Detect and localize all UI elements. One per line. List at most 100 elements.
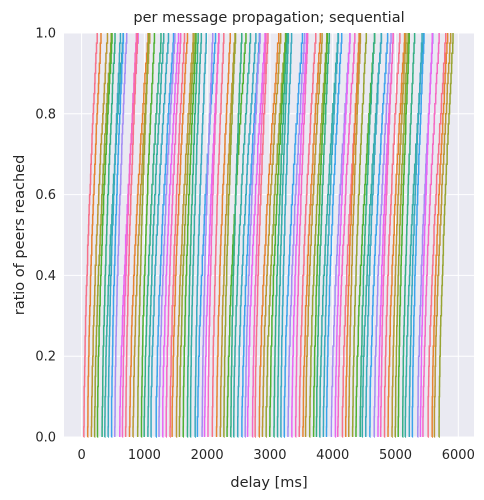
- series-line: [93, 33, 112, 438]
- series-line: [96, 33, 113, 438]
- y-tick-label: 0.6: [35, 188, 56, 203]
- series-line: [433, 33, 452, 438]
- series-line: [158, 33, 176, 437]
- series-line: [207, 33, 220, 437]
- x-axis-label: delay [ms]: [230, 475, 307, 491]
- series-line: [201, 33, 214, 437]
- series-line: [104, 33, 124, 438]
- series-line: [211, 33, 225, 437]
- series-line: [431, 33, 449, 438]
- x-tick-label: 6000: [442, 448, 475, 463]
- y-tick-label: 1.0: [35, 27, 56, 42]
- series-line: [175, 33, 194, 438]
- series-line: [233, 33, 252, 438]
- series-line: [140, 33, 156, 438]
- series-line: [121, 33, 138, 438]
- x-tick-label: 5000: [379, 448, 412, 463]
- x-tick-label: 2000: [191, 448, 224, 463]
- series-line: [397, 33, 410, 437]
- series-line: [128, 33, 149, 437]
- series-line: [261, 33, 282, 437]
- series-line: [196, 33, 217, 437]
- x-tick-label: 1000: [128, 448, 161, 463]
- x-axis-ticks: 0 1000 2000 3000 4000 5000 6000: [77, 448, 474, 463]
- series-line: [165, 33, 182, 438]
- y-axis-label: ratio of peers reached: [12, 155, 28, 316]
- series-line: [348, 33, 362, 437]
- series-line: [387, 33, 406, 437]
- series-line: [411, 33, 425, 438]
- series-line: [223, 33, 237, 438]
- series-line: [110, 33, 125, 438]
- y-tick-label: 0.4: [35, 269, 56, 284]
- series-line: [419, 33, 433, 437]
- series-line: [241, 33, 261, 438]
- series-line: [383, 33, 401, 438]
- series-line: [283, 33, 304, 438]
- series-line: [401, 33, 416, 438]
- series-line: [246, 33, 266, 437]
- series-line: [325, 33, 343, 437]
- series-line: [438, 33, 454, 438]
- series-line: [226, 33, 247, 437]
- series-line: [155, 33, 175, 438]
- series-line: [230, 33, 243, 438]
- series-line: [359, 33, 376, 437]
- series-line: [265, 33, 287, 438]
- series-line: [351, 33, 368, 437]
- series-line: [171, 33, 189, 437]
- series-line: [254, 33, 269, 438]
- series-line: [178, 33, 196, 437]
- y-tick-label: 0.8: [35, 107, 56, 122]
- series-line: [273, 33, 288, 438]
- series-line: [143, 33, 162, 437]
- y-tick-label: 0.0: [35, 431, 56, 446]
- series-line: [276, 33, 290, 438]
- series-line: [189, 33, 203, 438]
- series-line: [236, 33, 257, 438]
- series-line: [315, 33, 331, 437]
- series-line: [124, 33, 139, 437]
- series-line: [365, 33, 382, 437]
- series-line: [244, 33, 261, 438]
- series-line: [90, 33, 109, 437]
- series-line: [83, 33, 98, 438]
- series-line: [427, 33, 447, 438]
- series-line: [86, 33, 102, 438]
- series-line: [337, 33, 356, 437]
- series-line: [287, 33, 306, 437]
- series-line: [422, 33, 440, 437]
- series-line: [147, 33, 165, 437]
- series-line: [322, 33, 340, 437]
- series-line: [373, 33, 392, 438]
- series-line: [136, 33, 150, 437]
- series-line: [369, 33, 389, 438]
- series-line: [269, 33, 287, 437]
- series-line: [291, 33, 308, 438]
- series-line: [391, 33, 407, 438]
- chart-title: per message propagation; sequential: [133, 10, 404, 26]
- y-tick-label: 0.2: [35, 350, 56, 365]
- series-line: [344, 33, 360, 437]
- y-axis-ticks: 0.0 0.2 0.4 0.6 0.8 1.0: [35, 27, 56, 446]
- series-line: [194, 33, 207, 438]
- series-line: [150, 33, 170, 438]
- series-line: [294, 33, 309, 438]
- series-line: [101, 33, 116, 437]
- series-line: [258, 33, 280, 438]
- series-line: [334, 33, 351, 438]
- x-tick-label: 3000: [253, 448, 286, 463]
- series-line: [312, 33, 329, 437]
- series-line: [186, 33, 199, 438]
- series-line: [114, 33, 128, 437]
- series-line: [308, 33, 328, 438]
- series-line: [302, 33, 322, 437]
- series-line: [280, 33, 293, 438]
- x-tick-label: 0: [77, 448, 85, 463]
- series-line: [215, 33, 231, 437]
- series-line: [182, 33, 197, 438]
- x-tick-label: 4000: [316, 448, 349, 463]
- series-line: [394, 33, 409, 438]
- series-line: [162, 33, 180, 438]
